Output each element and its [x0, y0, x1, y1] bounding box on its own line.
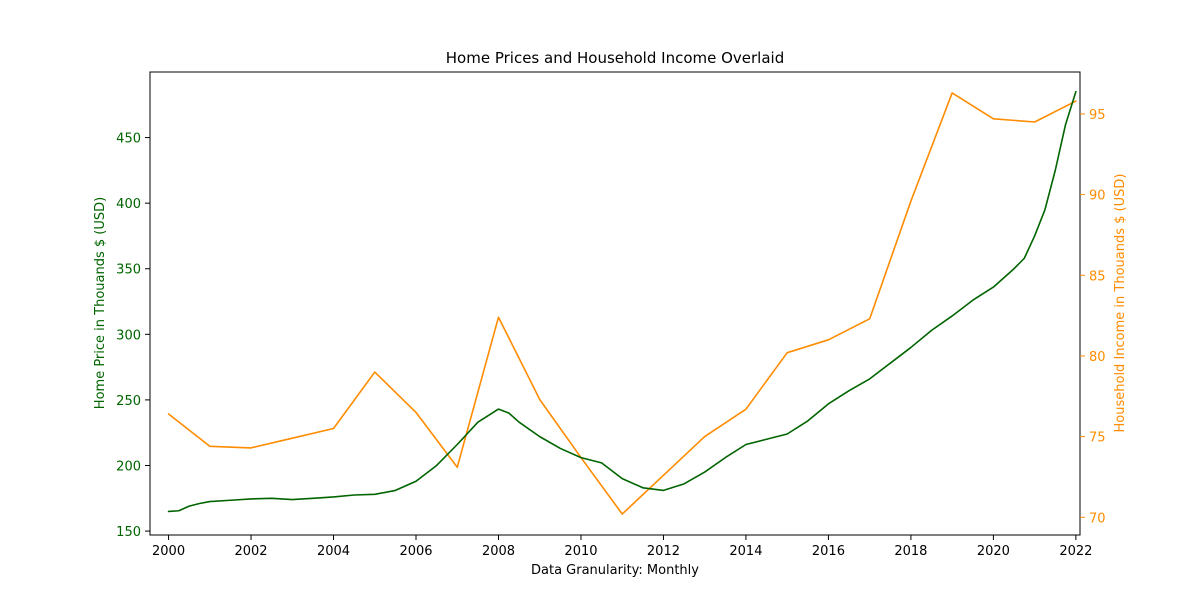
left-y-tick-label: 300 — [116, 328, 141, 343]
income-series-layer — [167, 92, 1077, 515]
x-tick-label: 2020 — [977, 544, 1010, 559]
home-price-series-layer — [167, 90, 1077, 513]
left-y-tick-label: 400 — [116, 197, 141, 212]
left-y-tick-label: 200 — [116, 459, 141, 474]
x-tick-label: 2018 — [894, 544, 927, 559]
right-y-tick-label: 75 — [1089, 431, 1106, 446]
plot-frame — [149, 71, 1081, 536]
x-tick-label: 2008 — [482, 544, 515, 559]
x-tick-label: 2004 — [317, 544, 350, 559]
x-tick-label: 2016 — [812, 544, 845, 559]
x-tick-label: 2022 — [1059, 544, 1092, 559]
x-tick-label: 2006 — [399, 544, 432, 559]
left-y-tick-label: 150 — [116, 525, 141, 540]
left-y-tick-label: 250 — [116, 394, 141, 409]
x-axis: 2000 2002 2004 2006 2008 2010 2012 2014 2016 2018… — [152, 535, 1092, 559]
right-y-tick-label: 85 — [1089, 269, 1106, 284]
right-y-axis-label: Household Income in Thouands $ (USD) — [1113, 174, 1128, 433]
household-income-line — [167, 92, 1077, 515]
left-y-tick-label: 350 — [116, 263, 141, 278]
left-y-axis-label: Home Price in Thouands $ (USD) — [93, 197, 108, 409]
right-y-tick-label: 70 — [1089, 511, 1106, 526]
right-y-tick-label: 80 — [1089, 350, 1106, 365]
right-y-tick-label: 90 — [1089, 189, 1106, 204]
x-tick-label: 2012 — [647, 544, 680, 559]
right-y-axis: 70 75 80 85 90 95 — [1080, 108, 1106, 526]
x-axis-label: Data Granularity: Monthly — [531, 563, 699, 578]
right-y-tick-label: 95 — [1089, 108, 1106, 123]
left-y-axis: 150 200 250 300 350 400 450 — [116, 132, 150, 540]
x-tick-label: 2000 — [152, 544, 185, 559]
home-price-line — [167, 90, 1077, 513]
x-tick-label: 2014 — [729, 544, 762, 559]
left-y-tick-label: 450 — [116, 132, 141, 147]
x-tick-label: 2010 — [564, 544, 597, 559]
chart-title: Home Prices and Household Income Overlai… — [446, 49, 784, 67]
x-tick-label: 2002 — [234, 544, 267, 559]
